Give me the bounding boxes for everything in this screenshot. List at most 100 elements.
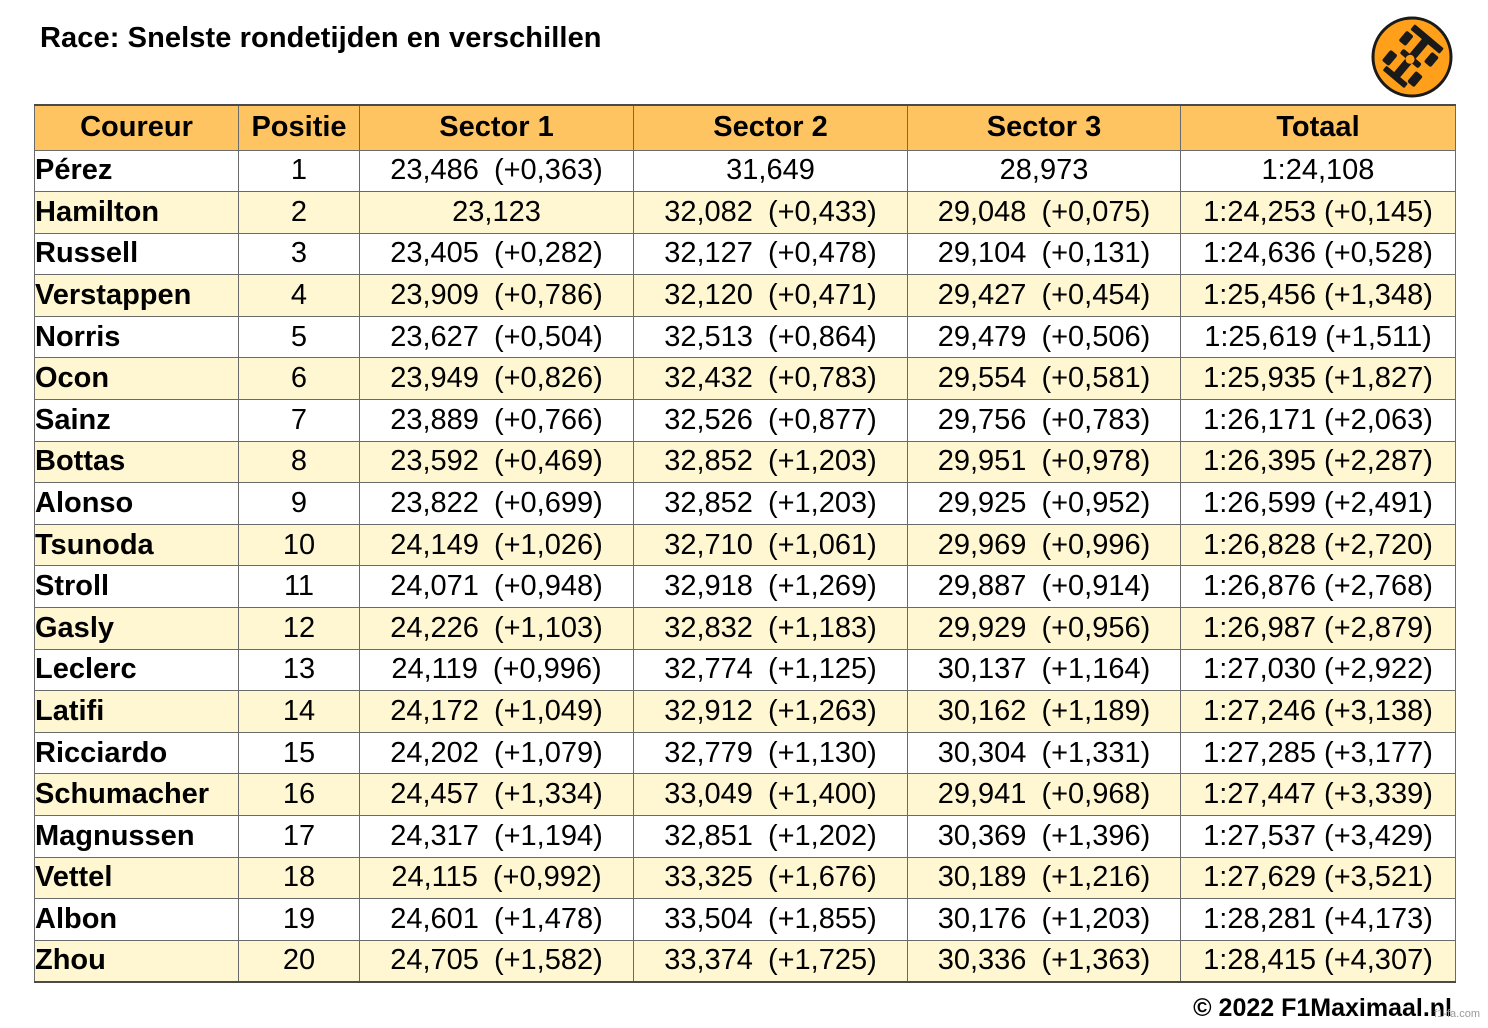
driver-name: Pérez <box>34 149 239 193</box>
table-row: Hamilton 2 23,123 32,082 (+0,433) 29,048 (+0,0… <box>34 191 1456 234</box>
sector3-cell-time: 30,137 <box>937 653 1027 686</box>
sector1-cell: 23,949 (+0,826) <box>359 357 634 401</box>
sector3-cell-delta: (+0,581) <box>1041 362 1151 395</box>
sector2-cell-delta: (+1,725) <box>767 944 877 977</box>
driver-name: Vettel <box>34 856 239 900</box>
total-cell: 1:25,619 (+1,511) <box>1180 315 1456 359</box>
driver-name: Leclerc <box>34 648 239 692</box>
column-header-total: Totaal <box>1180 104 1456 151</box>
total-cell-time: 1:26,171 <box>1203 403 1317 436</box>
sector3-cell-delta: (+0,131) <box>1041 237 1151 270</box>
sector2-cell-delta: (+1,202) <box>767 819 877 852</box>
position-cell: 17 <box>238 815 360 858</box>
total-cell: 1:26,599 (+2,491) <box>1180 482 1456 525</box>
position-cell: 8 <box>238 440 360 484</box>
sector2-cell-delta: (+1,183) <box>767 611 877 644</box>
total-cell-time: 1:27,447 <box>1203 778 1317 811</box>
column-header-sector1: Sector 1 <box>359 104 634 151</box>
total-cell-time: 1:28,415 <box>1203 944 1317 977</box>
position-cell: 12 <box>238 607 360 650</box>
sector1-cell: 23,909 (+0,786) <box>359 274 634 317</box>
sector3-cell: 30,304 (+1,331) <box>907 731 1181 775</box>
total-cell-time: 1:25,456 <box>1203 279 1317 312</box>
total-cell: 1:24,108 <box>1180 149 1456 193</box>
sector2-cell: 33,049 (+1,400) <box>633 773 908 816</box>
sector1-cell-delta: (+1,026) <box>493 528 603 561</box>
position-cell: 3 <box>238 232 360 276</box>
sector1-cell: 24,115 (+0,992) <box>359 856 634 900</box>
sector3-cell-delta: (+0,783) <box>1041 403 1151 436</box>
driver-name: Albon <box>34 898 239 941</box>
watermark: f1-fa.com <box>1434 1008 1480 1020</box>
total-cell-time: 1:25,619 <box>1204 320 1318 353</box>
driver-name: Latifi <box>34 690 239 733</box>
sector1-cell: 23,889 (+0,766) <box>359 399 634 442</box>
sector1-cell-delta: (+0,282) <box>493 237 603 270</box>
sector1-cell-delta: (+0,363) <box>493 154 603 187</box>
total-cell: 1:27,285 (+3,177) <box>1180 731 1456 775</box>
sector2-cell-delta: (+1,855) <box>767 902 877 935</box>
sector3-cell-time: 30,304 <box>937 736 1027 769</box>
sector3-cell-time: 30,336 <box>937 944 1027 977</box>
sector2-cell-delta: (+0,864) <box>767 320 877 353</box>
sector2-cell: 31,649 <box>633 149 908 193</box>
total-cell-time: 1:26,828 <box>1203 528 1317 561</box>
sector3-cell-time: 30,162 <box>937 695 1027 728</box>
total-cell: 1:27,629 (+3,521) <box>1180 856 1456 900</box>
sector2-cell: 33,504 (+1,855) <box>633 898 908 941</box>
total-cell-time: 1:26,987 <box>1203 611 1317 644</box>
table-row: Pérez 1 23,486 (+0,363) 31,649 28,973 1:24,108 <box>34 149 1456 193</box>
position-cell: 13 <box>238 648 360 692</box>
sector1-cell-time: 23,949 <box>390 362 479 395</box>
sector2-cell: 32,432 (+0,783) <box>633 357 908 401</box>
sector3-cell-time: 29,929 <box>937 611 1027 644</box>
sector1-cell-time: 24,071 <box>390 570 479 603</box>
sector3-cell-time: 29,969 <box>937 528 1027 561</box>
position-cell: 1 <box>238 149 360 193</box>
total-cell-delta: (+2,768) <box>1324 570 1433 603</box>
sector1-cell-time: 24,172 <box>390 695 479 728</box>
total-cell-delta: (+3,138) <box>1324 695 1433 728</box>
sector2-cell: 32,120 (+0,471) <box>633 274 908 317</box>
sector1-cell: 23,627 (+0,504) <box>359 315 634 359</box>
sector3-cell-time: 29,941 <box>937 778 1027 811</box>
table-row: Verstappen 4 23,909 (+0,786) 32,120 (+0,471) 2… <box>34 274 1456 317</box>
sector2-cell: 32,127 (+0,478) <box>633 232 908 276</box>
total-cell: 1:26,171 (+2,063) <box>1180 399 1456 442</box>
position-cell: 10 <box>238 523 360 567</box>
total-cell: 1:27,447 (+3,339) <box>1180 773 1456 816</box>
sector3-cell-time: 29,104 <box>937 237 1027 270</box>
sector1-cell-time: 23,889 <box>390 403 479 436</box>
sector3-cell-delta: (+1,189) <box>1041 695 1151 728</box>
driver-name: Norris <box>34 315 239 359</box>
sector3-cell: 29,941 (+0,968) <box>907 773 1181 816</box>
position-cell: 9 <box>238 482 360 525</box>
column-header-sector2: Sector 2 <box>633 104 908 151</box>
sector2-cell-time: 32,774 <box>664 653 753 686</box>
sector2-cell-time: 32,526 <box>664 403 753 436</box>
driver-name: Magnussen <box>34 815 239 858</box>
sector1-cell: 24,317 (+1,194) <box>359 815 634 858</box>
sector2-cell-time: 32,832 <box>664 611 753 644</box>
position-cell: 11 <box>238 565 360 609</box>
sector1-cell-time: 24,149 <box>390 528 479 561</box>
total-cell: 1:28,281 (+4,173) <box>1180 898 1456 941</box>
total-cell-time: 1:26,876 <box>1203 570 1317 603</box>
sector3-cell: 29,048 (+0,075) <box>907 191 1181 234</box>
driver-name: Verstappen <box>34 274 239 317</box>
sector2-cell: 33,374 (+1,725) <box>633 939 908 983</box>
driver-name: Ricciardo <box>34 731 239 775</box>
sector1-cell: 24,071 (+0,948) <box>359 565 634 609</box>
sector3-cell: 29,756 (+0,783) <box>907 399 1181 442</box>
sector2-cell-time: 32,852 <box>664 445 753 478</box>
total-cell-delta: (+0,145) <box>1324 195 1433 228</box>
total-cell: 1:27,537 (+3,429) <box>1180 815 1456 858</box>
sector3-cell-time: 29,479 <box>937 320 1027 353</box>
sector2-cell-time: 33,504 <box>664 902 753 935</box>
sector3-cell: 29,929 (+0,956) <box>907 607 1181 650</box>
sector2-cell: 32,526 (+0,877) <box>633 399 908 442</box>
sector1-cell-time: 24,457 <box>390 778 479 811</box>
sector1-cell-delta: (+0,996) <box>492 653 602 686</box>
sector2-cell: 32,082 (+0,433) <box>633 191 908 234</box>
sector2-cell-time: 32,127 <box>664 237 753 270</box>
